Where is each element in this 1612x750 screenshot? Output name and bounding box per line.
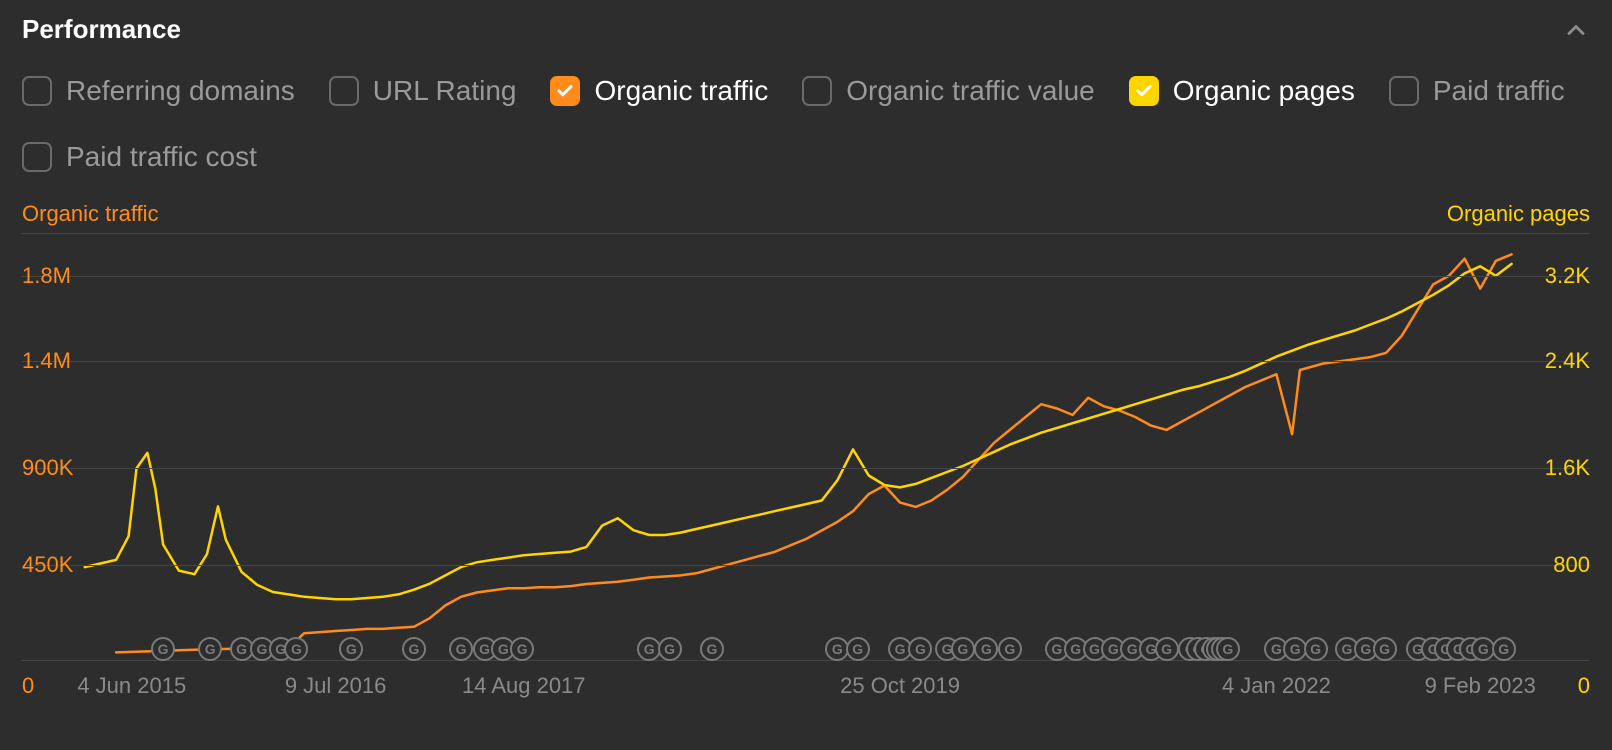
plot-area[interactable]: 1.8M1.4M900K450K3.2K2.4K1.6K800GGGGGGGGG…	[22, 233, 1590, 661]
filter-organic-traffic-value[interactable]: Organic traffic value	[802, 75, 1095, 107]
checkbox-url-rating[interactable]	[329, 76, 359, 106]
filter-url-rating[interactable]: URL Rating	[329, 75, 517, 107]
xtick: 9 Jul 2016	[285, 673, 387, 699]
right-zero: 0	[1578, 673, 1590, 699]
filter-organic-traffic[interactable]: Organic traffic	[550, 75, 768, 107]
ytick-right: 800	[1553, 552, 1590, 578]
xtick: 25 Oct 2019	[840, 673, 960, 699]
google-update-marker[interactable]: G	[658, 637, 682, 661]
checkbox-paid-traffic-cost[interactable]	[22, 142, 52, 172]
google-update-marker[interactable]: G	[700, 637, 724, 661]
metric-filters: Referring domains URL Rating Organic traff…	[22, 75, 1590, 173]
google-update-marker[interactable]: G	[908, 637, 932, 661]
filter-label: Paid traffic	[1433, 75, 1565, 107]
xtick: 14 Aug 2017	[462, 673, 586, 699]
ytick-right: 1.6K	[1545, 455, 1590, 481]
filter-organic-pages[interactable]: Organic pages	[1129, 75, 1355, 107]
google-update-marker[interactable]: G	[284, 637, 308, 661]
ytick-right: 2.4K	[1545, 348, 1590, 374]
filter-paid-traffic-cost[interactable]: Paid traffic cost	[22, 141, 257, 173]
ytick-left: 450K	[22, 552, 73, 578]
filter-label: Organic pages	[1173, 75, 1355, 107]
filter-label: Referring domains	[66, 75, 295, 107]
series-line	[116, 254, 1512, 652]
google-update-marker[interactable]: G	[510, 637, 534, 661]
xtick: 9 Feb 2023	[1425, 673, 1536, 699]
checkbox-referring-domains[interactable]	[22, 76, 52, 106]
ytick-left: 1.8M	[22, 263, 71, 289]
chevron-up-icon	[1562, 16, 1590, 44]
google-update-marker[interactable]: G	[846, 637, 870, 661]
panel-title: Performance	[22, 14, 181, 45]
performance-chart: Organic traffic Organic pages 1.8M 1.4M 90…	[22, 201, 1590, 701]
google-update-marker[interactable]: G	[1216, 637, 1240, 661]
chart-lines	[22, 233, 1590, 661]
filter-label: Organic traffic	[594, 75, 768, 107]
google-update-marker[interactable]: G	[402, 637, 426, 661]
google-update-marker[interactable]: G	[151, 637, 175, 661]
checkbox-organic-pages[interactable]	[1129, 76, 1159, 106]
filter-label: Paid traffic cost	[66, 141, 257, 173]
collapse-toggle[interactable]	[1562, 16, 1590, 44]
filter-label: URL Rating	[373, 75, 517, 107]
google-update-marker[interactable]: G	[998, 637, 1022, 661]
google-update-marker[interactable]: G	[1155, 637, 1179, 661]
google-update-marker[interactable]: G	[1373, 637, 1397, 661]
xtick: 4 Jan 2022	[1222, 673, 1331, 699]
google-update-marker[interactable]: G	[198, 637, 222, 661]
xtick: 4 Jun 2015	[77, 673, 186, 699]
filter-label: Organic traffic value	[846, 75, 1095, 107]
left-axis-title: Organic traffic	[22, 201, 159, 227]
google-update-marker[interactable]: G	[1492, 637, 1516, 661]
google-update-marker[interactable]: G	[951, 637, 975, 661]
ytick-left: 1.4M	[22, 348, 71, 374]
filter-paid-traffic[interactable]: Paid traffic	[1389, 75, 1565, 107]
filter-referring-domains[interactable]: Referring domains	[22, 75, 295, 107]
google-update-marker[interactable]: G	[449, 637, 473, 661]
ytick-left: 900K	[22, 455, 73, 481]
panel-header: Performance	[22, 14, 1590, 45]
google-update-marker[interactable]: G	[1304, 637, 1328, 661]
x-axis: 0 0 4 Jun 2015 9 Jul 2016 14 Aug 2017 25 Oc…	[22, 667, 1590, 701]
ytick-right: 3.2K	[1545, 263, 1590, 289]
google-update-marker[interactable]: G	[974, 637, 998, 661]
performance-panel: Performance Referring domains URL Rating O…	[0, 0, 1612, 750]
series-line	[85, 264, 1512, 599]
checkbox-organic-traffic[interactable]	[550, 76, 580, 106]
google-update-marker[interactable]: G	[339, 637, 363, 661]
left-zero: 0	[22, 673, 34, 699]
checkbox-paid-traffic[interactable]	[1389, 76, 1419, 106]
right-axis-title: Organic pages	[1447, 201, 1590, 227]
checkbox-organic-traffic-value[interactable]	[802, 76, 832, 106]
